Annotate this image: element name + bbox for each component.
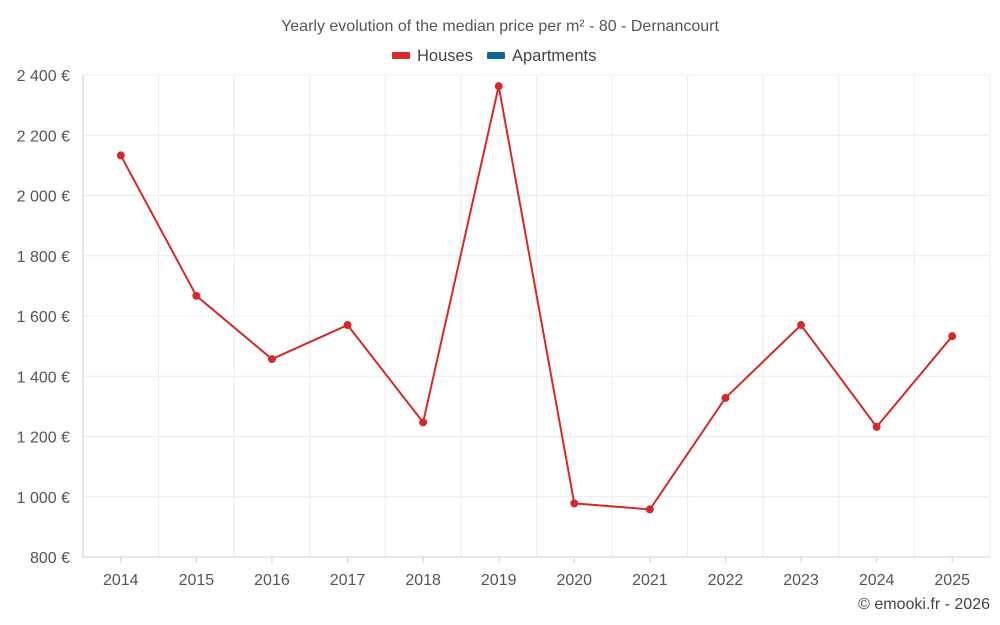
chart-title: Yearly evolution of the median price per… xyxy=(281,18,719,35)
x-tick-label: 2021 xyxy=(632,572,668,589)
legend-swatch-houses xyxy=(392,52,410,59)
data-point-houses-2014[interactable] xyxy=(116,151,125,160)
x-tick-label: 2016 xyxy=(254,572,290,589)
x-tick-label: 2018 xyxy=(405,572,441,589)
gridlines xyxy=(83,74,991,557)
data-point-houses-2015[interactable] xyxy=(192,291,201,300)
data-point-houses-2022[interactable] xyxy=(721,393,730,402)
series-houses xyxy=(116,82,957,514)
x-tick-label: 2023 xyxy=(783,572,819,589)
data-point-houses-2020[interactable] xyxy=(570,499,579,508)
x-tick-label: 2014 xyxy=(103,572,139,589)
x-tick-label: 2019 xyxy=(481,572,517,589)
x-tick-label: 2020 xyxy=(556,572,592,589)
legend-label-houses: Houses xyxy=(417,47,473,65)
credit-text: © emooki.fr - 2026 xyxy=(858,596,990,613)
data-point-houses-2018[interactable] xyxy=(419,418,428,427)
y-tick-label: 2 200 € xyxy=(17,128,70,145)
data-point-houses-2016[interactable] xyxy=(267,355,276,364)
x-tick-label: 2024 xyxy=(859,572,895,589)
data-point-houses-2017[interactable] xyxy=(343,321,352,330)
x-tick-label: 2025 xyxy=(934,572,970,589)
x-tick-label: 2022 xyxy=(708,572,744,589)
y-tick-label: 1 600 € xyxy=(17,309,70,326)
legend-item-apartments[interactable]: Apartments xyxy=(487,47,596,65)
data-point-houses-2024[interactable] xyxy=(872,422,881,431)
data-point-houses-2025[interactable] xyxy=(948,332,957,341)
legend-label-apartments: Apartments xyxy=(512,47,596,65)
x-tick-label: 2017 xyxy=(330,572,366,589)
y-tick-label: 1 000 € xyxy=(17,490,70,507)
y-tick-label: 2 400 € xyxy=(17,68,70,85)
legend-swatch-apartments xyxy=(487,52,505,59)
series-line-houses xyxy=(119,85,953,511)
y-tick-label: 800 € xyxy=(30,550,70,567)
y-tick-label: 2 000 € xyxy=(17,189,70,206)
data-point-houses-2021[interactable] xyxy=(645,505,654,514)
y-tick-label: 1 800 € xyxy=(17,249,70,266)
axes: 800 € 1 000 € 1 200 € 1 400 € 1 600 € 1 800 €… xyxy=(17,68,990,589)
legend-item-houses[interactable]: Houses xyxy=(392,47,473,65)
y-tick-label: 1 400 € xyxy=(17,369,70,386)
legend[interactable]: Houses Apartments xyxy=(392,47,596,65)
data-point-houses-2023[interactable] xyxy=(797,321,806,330)
x-tick-label: 2015 xyxy=(179,572,215,589)
data-point-houses-2019[interactable] xyxy=(494,82,503,91)
y-tick-label: 1 200 € xyxy=(17,430,70,447)
